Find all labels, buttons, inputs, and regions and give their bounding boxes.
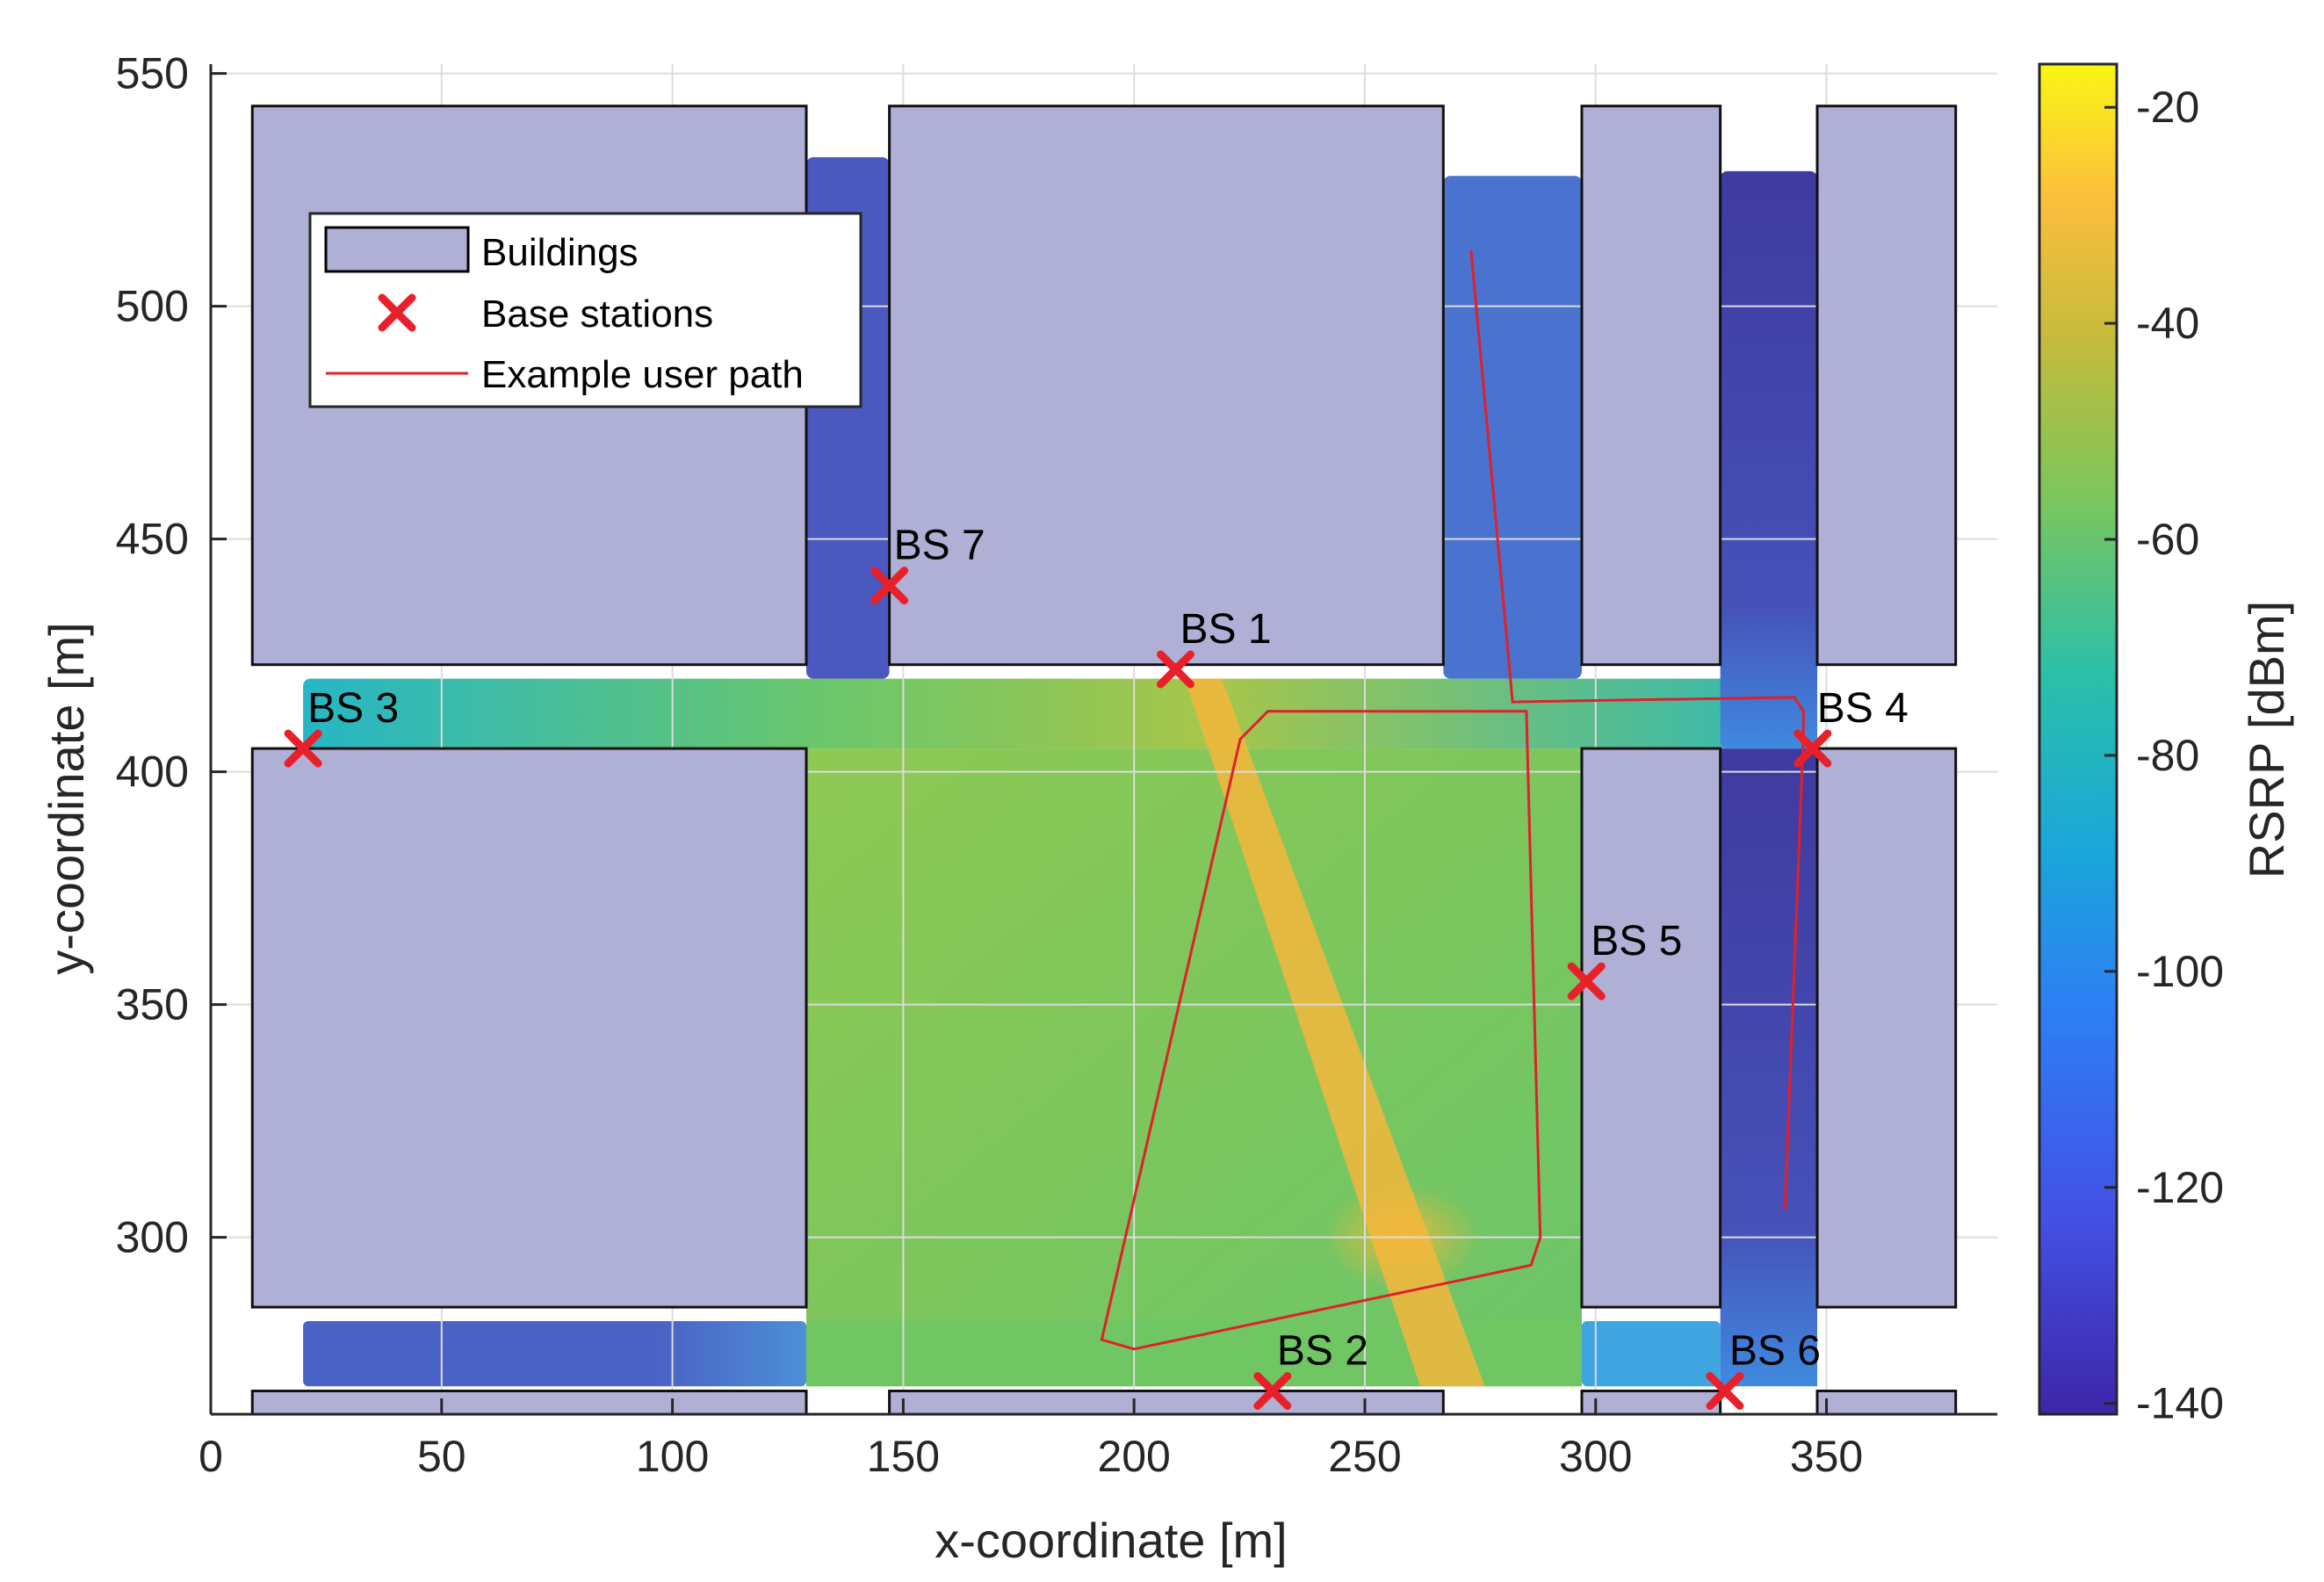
base-station-marker	[284, 729, 322, 768]
rsrp-heat-layer	[303, 157, 1818, 1387]
colorbar-tick-label: -80	[2136, 731, 2199, 780]
x-axis-label: x-coordinate [m]	[935, 1513, 1288, 1568]
heat-region-lower-right-street	[1720, 748, 1818, 1387]
base-station-x-stroke	[1794, 729, 1832, 768]
base-station-marker	[1253, 1372, 1292, 1410]
buildings-layer	[250, 105, 1958, 1416]
base-station-label: BS 2	[1277, 1328, 1368, 1375]
heat-region-cross-street	[303, 678, 1818, 749]
colorbar-tick-label: -120	[2136, 1163, 2224, 1212]
colorbar-tick-label: -40	[2136, 299, 2199, 348]
building	[1815, 747, 1958, 1309]
y-axis-label: y-coordinate [m]	[39, 622, 94, 975]
colorbar-tick-label: -60	[2136, 515, 2199, 564]
base-station-x-stroke	[1156, 650, 1194, 689]
x-tick-label: 50	[417, 1432, 466, 1481]
base-station-x-stroke	[1253, 1372, 1292, 1410]
colorbar-label: RSRP [dBm]	[2239, 601, 2294, 878]
heat-region-middle-street	[1443, 176, 1582, 679]
heat-region-bottom-right-street	[1581, 1321, 1721, 1387]
base-station-label: BS 7	[894, 523, 985, 569]
y-tick-label: 450	[116, 515, 189, 564]
y-tick-label: 400	[116, 748, 189, 797]
x-tick-label: 100	[636, 1432, 709, 1481]
x-tick-label: 150	[867, 1432, 940, 1481]
x-tick-label: 300	[1559, 1432, 1632, 1481]
base-station-marker	[1794, 729, 1832, 768]
legend-base-stations-label: Base stations	[481, 293, 713, 336]
colorbar-ticks: -20 -40 -60 -80 -100 -120 -140	[2104, 83, 2224, 1428]
y-tick-label: 300	[116, 1213, 189, 1262]
base-station-x-stroke	[284, 729, 322, 768]
building	[888, 1390, 1445, 1416]
user-path-loop	[1100, 710, 1542, 1351]
building	[1580, 1390, 1722, 1416]
heat-region-plaza	[806, 748, 1582, 1387]
building	[1580, 747, 1722, 1309]
base-station-x-stroke	[870, 567, 909, 605]
axes: 0 50 100 150 200 250 300 350 300 350 400 450 500 550	[116, 49, 1997, 1481]
colorbar-tick-label: -20	[2136, 83, 2199, 132]
base-station-marker	[1567, 962, 1606, 1000]
colorbar-gradient	[2038, 62, 2118, 1416]
base-stations-layer: BS 1 BS 2 BS 3 BS 4 BS 5 BS 6 BS 7	[284, 523, 1909, 1410]
base-station-marker	[1706, 1372, 1744, 1410]
building	[1580, 105, 1722, 667]
legend-path-label: Example user path	[481, 353, 804, 396]
x-tick-label: 350	[1790, 1432, 1863, 1481]
colorbar: -20 -40 -60 -80 -100 -120 -140 RSRP [dBm]	[2038, 62, 2294, 1428]
y-tick-label: 550	[116, 49, 189, 98]
legend-base-station-icon	[378, 293, 416, 332]
colorbar-tick-label: -140	[2136, 1379, 2224, 1428]
x-tick-label: 250	[1328, 1432, 1401, 1481]
x-tick-label: 0	[198, 1432, 223, 1481]
building	[1815, 1390, 1958, 1416]
base-station-label: BS 4	[1817, 685, 1909, 732]
base-station-label: BS 1	[1180, 606, 1271, 653]
base-station-marker	[870, 567, 909, 605]
colorbar-tick-label: -100	[2136, 947, 2224, 996]
base-station-label: BS 3	[307, 685, 399, 732]
user-path-line	[1469, 249, 1805, 1210]
user-path-layer	[1100, 249, 1805, 1351]
y-tick-label: 500	[116, 282, 189, 331]
y-tick-label: 350	[116, 980, 189, 1029]
building	[250, 1390, 808, 1416]
building	[888, 105, 1445, 667]
base-station-label: BS 5	[1591, 918, 1682, 964]
base-station-marker	[1156, 650, 1194, 689]
base-station-x-stroke	[1706, 1372, 1744, 1410]
legend: Buildings Base stations Example user pat…	[308, 212, 862, 408]
legend-buildings-label: Buildings	[481, 231, 639, 274]
heat-region-right-street	[1720, 170, 1818, 749]
base-station-x-stroke	[1567, 962, 1606, 1000]
building	[250, 747, 808, 1309]
heat-region-bottom-street	[303, 1321, 806, 1387]
building	[1815, 105, 1958, 667]
x-tick-label: 200	[1097, 1432, 1170, 1481]
legend-buildings-swatch	[324, 226, 470, 273]
base-station-label: BS 6	[1729, 1328, 1821, 1375]
